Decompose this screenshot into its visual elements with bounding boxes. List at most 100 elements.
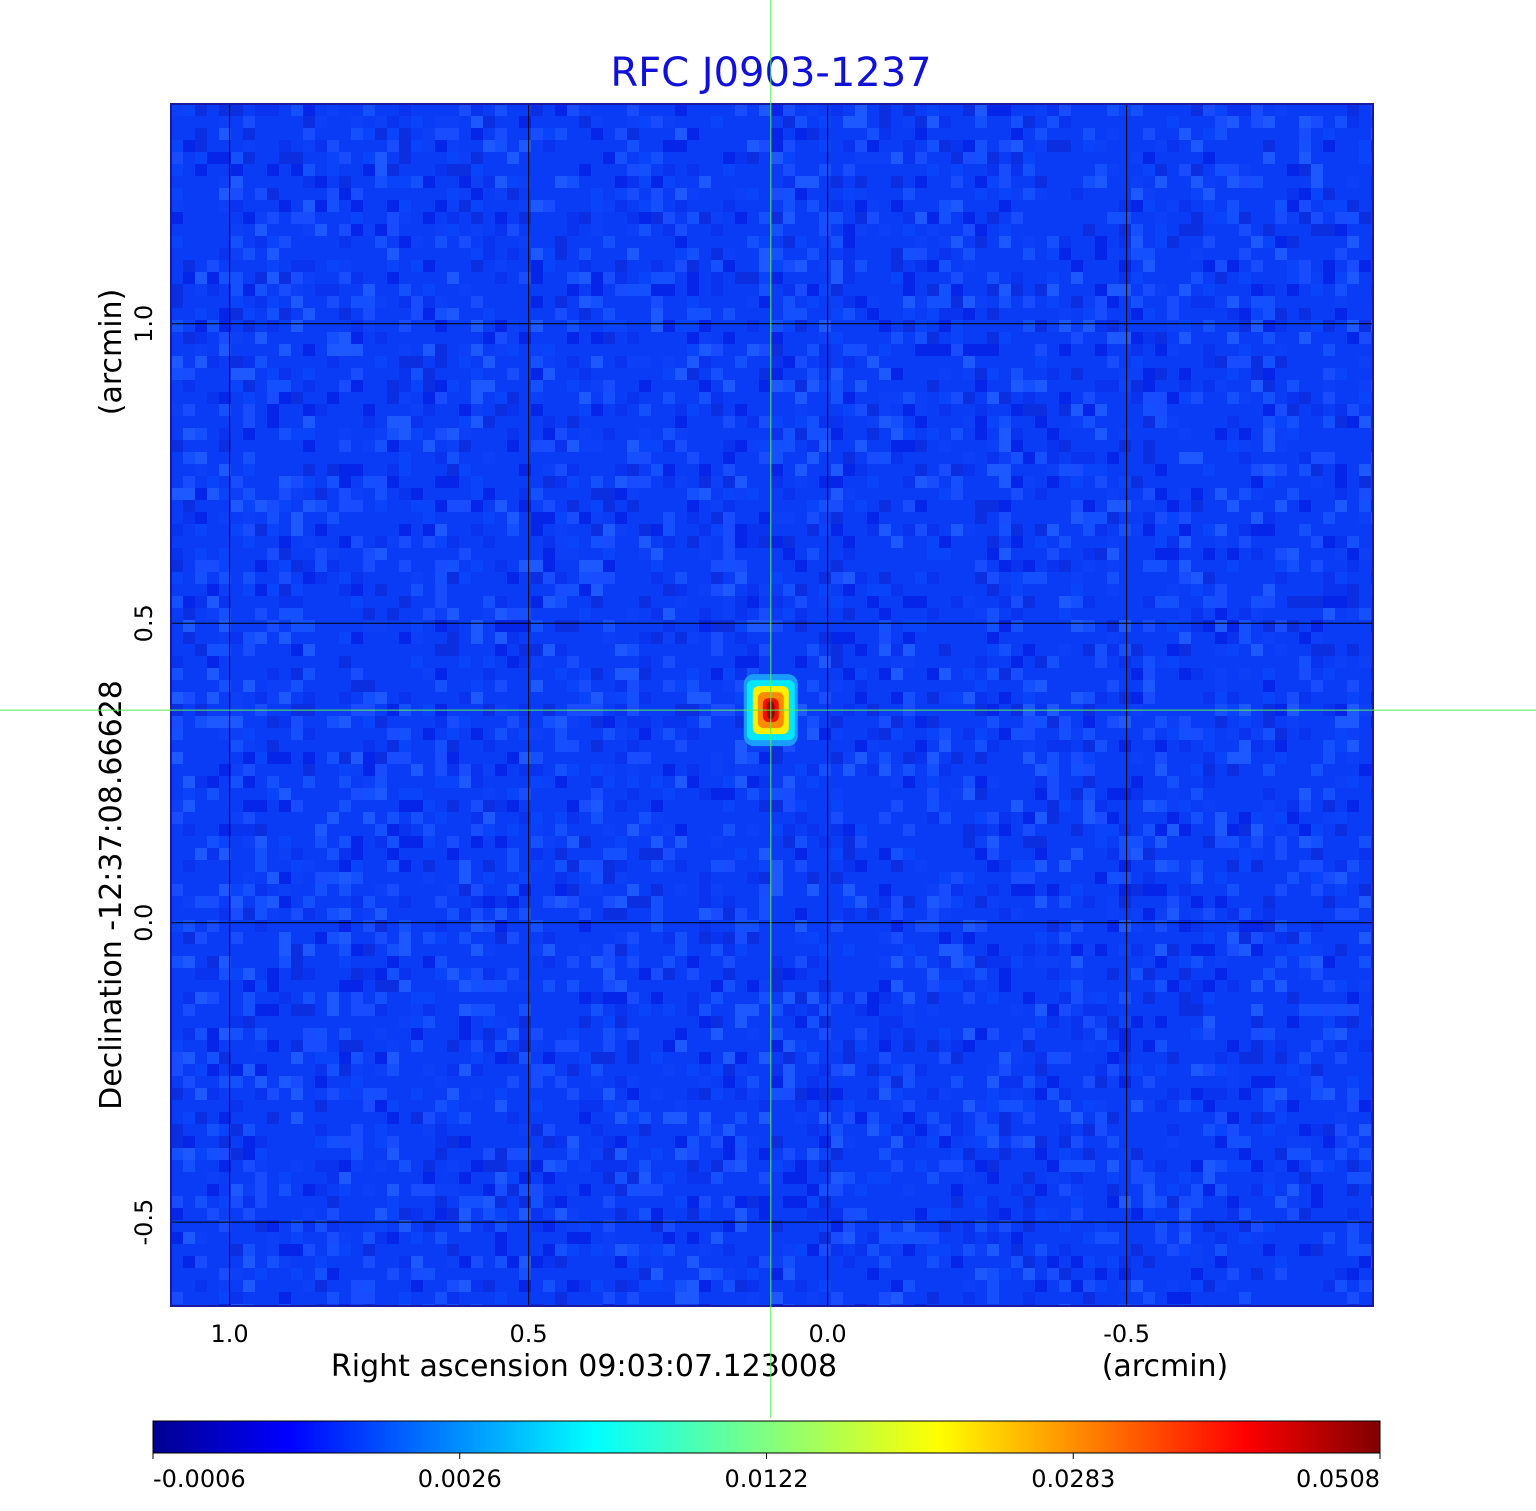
noise-pixel	[939, 260, 951, 272]
noise-pixel	[1023, 1256, 1035, 1268]
noise-pixel	[1227, 620, 1239, 632]
noise-pixel	[183, 500, 195, 512]
noise-pixel	[1047, 1256, 1059, 1268]
noise-pixel	[327, 908, 339, 920]
noise-pixel	[1335, 740, 1347, 752]
noise-pixel	[267, 692, 279, 704]
noise-pixel	[843, 752, 855, 764]
noise-pixel	[855, 680, 867, 692]
noise-pixel	[1287, 824, 1299, 836]
noise-pixel	[1299, 1124, 1311, 1136]
noise-pixel	[411, 1208, 423, 1220]
noise-pixel	[603, 572, 615, 584]
noise-pixel	[435, 320, 447, 332]
noise-pixel	[903, 632, 915, 644]
noise-pixel	[1131, 836, 1143, 848]
noise-pixel	[459, 692, 471, 704]
noise-pixel	[939, 308, 951, 320]
noise-pixel	[999, 668, 1011, 680]
noise-pixel	[639, 428, 651, 440]
noise-pixel	[651, 884, 663, 896]
noise-pixel	[291, 164, 303, 176]
noise-pixel	[279, 800, 291, 812]
noise-pixel	[327, 716, 339, 728]
noise-pixel	[567, 416, 579, 428]
noise-pixel	[483, 740, 495, 752]
noise-pixel	[1191, 944, 1203, 956]
noise-pixel	[459, 932, 471, 944]
noise-pixel	[1263, 932, 1275, 944]
noise-pixel	[495, 800, 507, 812]
noise-pixel	[1167, 644, 1179, 656]
noise-pixel	[1239, 668, 1251, 680]
noise-pixel	[939, 908, 951, 920]
noise-pixel	[999, 164, 1011, 176]
noise-pixel	[1011, 860, 1023, 872]
noise-pixel	[459, 980, 471, 992]
noise-pixel	[291, 392, 303, 404]
noise-pixel	[1227, 764, 1239, 776]
noise-pixel	[903, 248, 915, 260]
noise-pixel	[411, 1256, 423, 1268]
noise-pixel	[519, 488, 531, 500]
noise-pixel	[651, 908, 663, 920]
noise-pixel	[1011, 728, 1023, 740]
noise-pixel	[291, 320, 303, 332]
noise-pixel	[1347, 176, 1359, 188]
noise-pixel	[771, 620, 783, 632]
noise-pixel	[171, 548, 183, 560]
noise-pixel	[351, 980, 363, 992]
noise-pixel	[1275, 560, 1287, 572]
noise-pixel	[831, 992, 843, 1004]
noise-pixel	[939, 1256, 951, 1268]
noise-pixel	[711, 392, 723, 404]
noise-pixel	[339, 1184, 351, 1196]
noise-pixel	[1083, 896, 1095, 908]
noise-pixel	[1071, 188, 1083, 200]
noise-pixel	[687, 692, 699, 704]
noise-pixel	[435, 740, 447, 752]
noise-pixel	[1215, 296, 1227, 308]
noise-pixel	[1203, 932, 1215, 944]
noise-pixel	[363, 752, 375, 764]
noise-pixel	[999, 1148, 1011, 1160]
noise-pixel	[1347, 536, 1359, 548]
noise-pixel	[591, 716, 603, 728]
noise-pixel	[1203, 608, 1215, 620]
noise-pixel	[1215, 1244, 1227, 1256]
noise-pixel	[267, 296, 279, 308]
noise-pixel	[195, 272, 207, 284]
noise-pixel	[987, 620, 999, 632]
noise-pixel	[1215, 608, 1227, 620]
noise-pixel	[507, 608, 519, 620]
noise-pixel	[195, 1028, 207, 1040]
noise-pixel	[243, 128, 255, 140]
noise-pixel	[1119, 104, 1131, 116]
noise-pixel	[1143, 1040, 1155, 1052]
noise-pixel	[435, 776, 447, 788]
noise-pixel	[351, 896, 363, 908]
noise-pixel	[1215, 524, 1227, 536]
noise-pixel	[675, 104, 687, 116]
noise-pixel	[1035, 1280, 1047, 1292]
noise-pixel	[243, 1124, 255, 1136]
noise-pixel	[327, 848, 339, 860]
noise-pixel	[471, 920, 483, 932]
noise-pixel	[999, 1100, 1011, 1112]
noise-pixel	[1227, 932, 1239, 944]
noise-pixel	[603, 392, 615, 404]
noise-pixel	[471, 152, 483, 164]
noise-pixel	[951, 236, 963, 248]
noise-pixel	[1227, 368, 1239, 380]
noise-pixel	[195, 512, 207, 524]
noise-pixel	[1323, 140, 1335, 152]
noise-pixel	[303, 776, 315, 788]
noise-pixel	[747, 1136, 759, 1148]
noise-pixel	[987, 344, 999, 356]
noise-pixel	[291, 524, 303, 536]
noise-pixel	[471, 1280, 483, 1292]
noise-pixel	[291, 272, 303, 284]
noise-pixel	[291, 872, 303, 884]
noise-pixel	[663, 440, 675, 452]
noise-pixel	[999, 596, 1011, 608]
